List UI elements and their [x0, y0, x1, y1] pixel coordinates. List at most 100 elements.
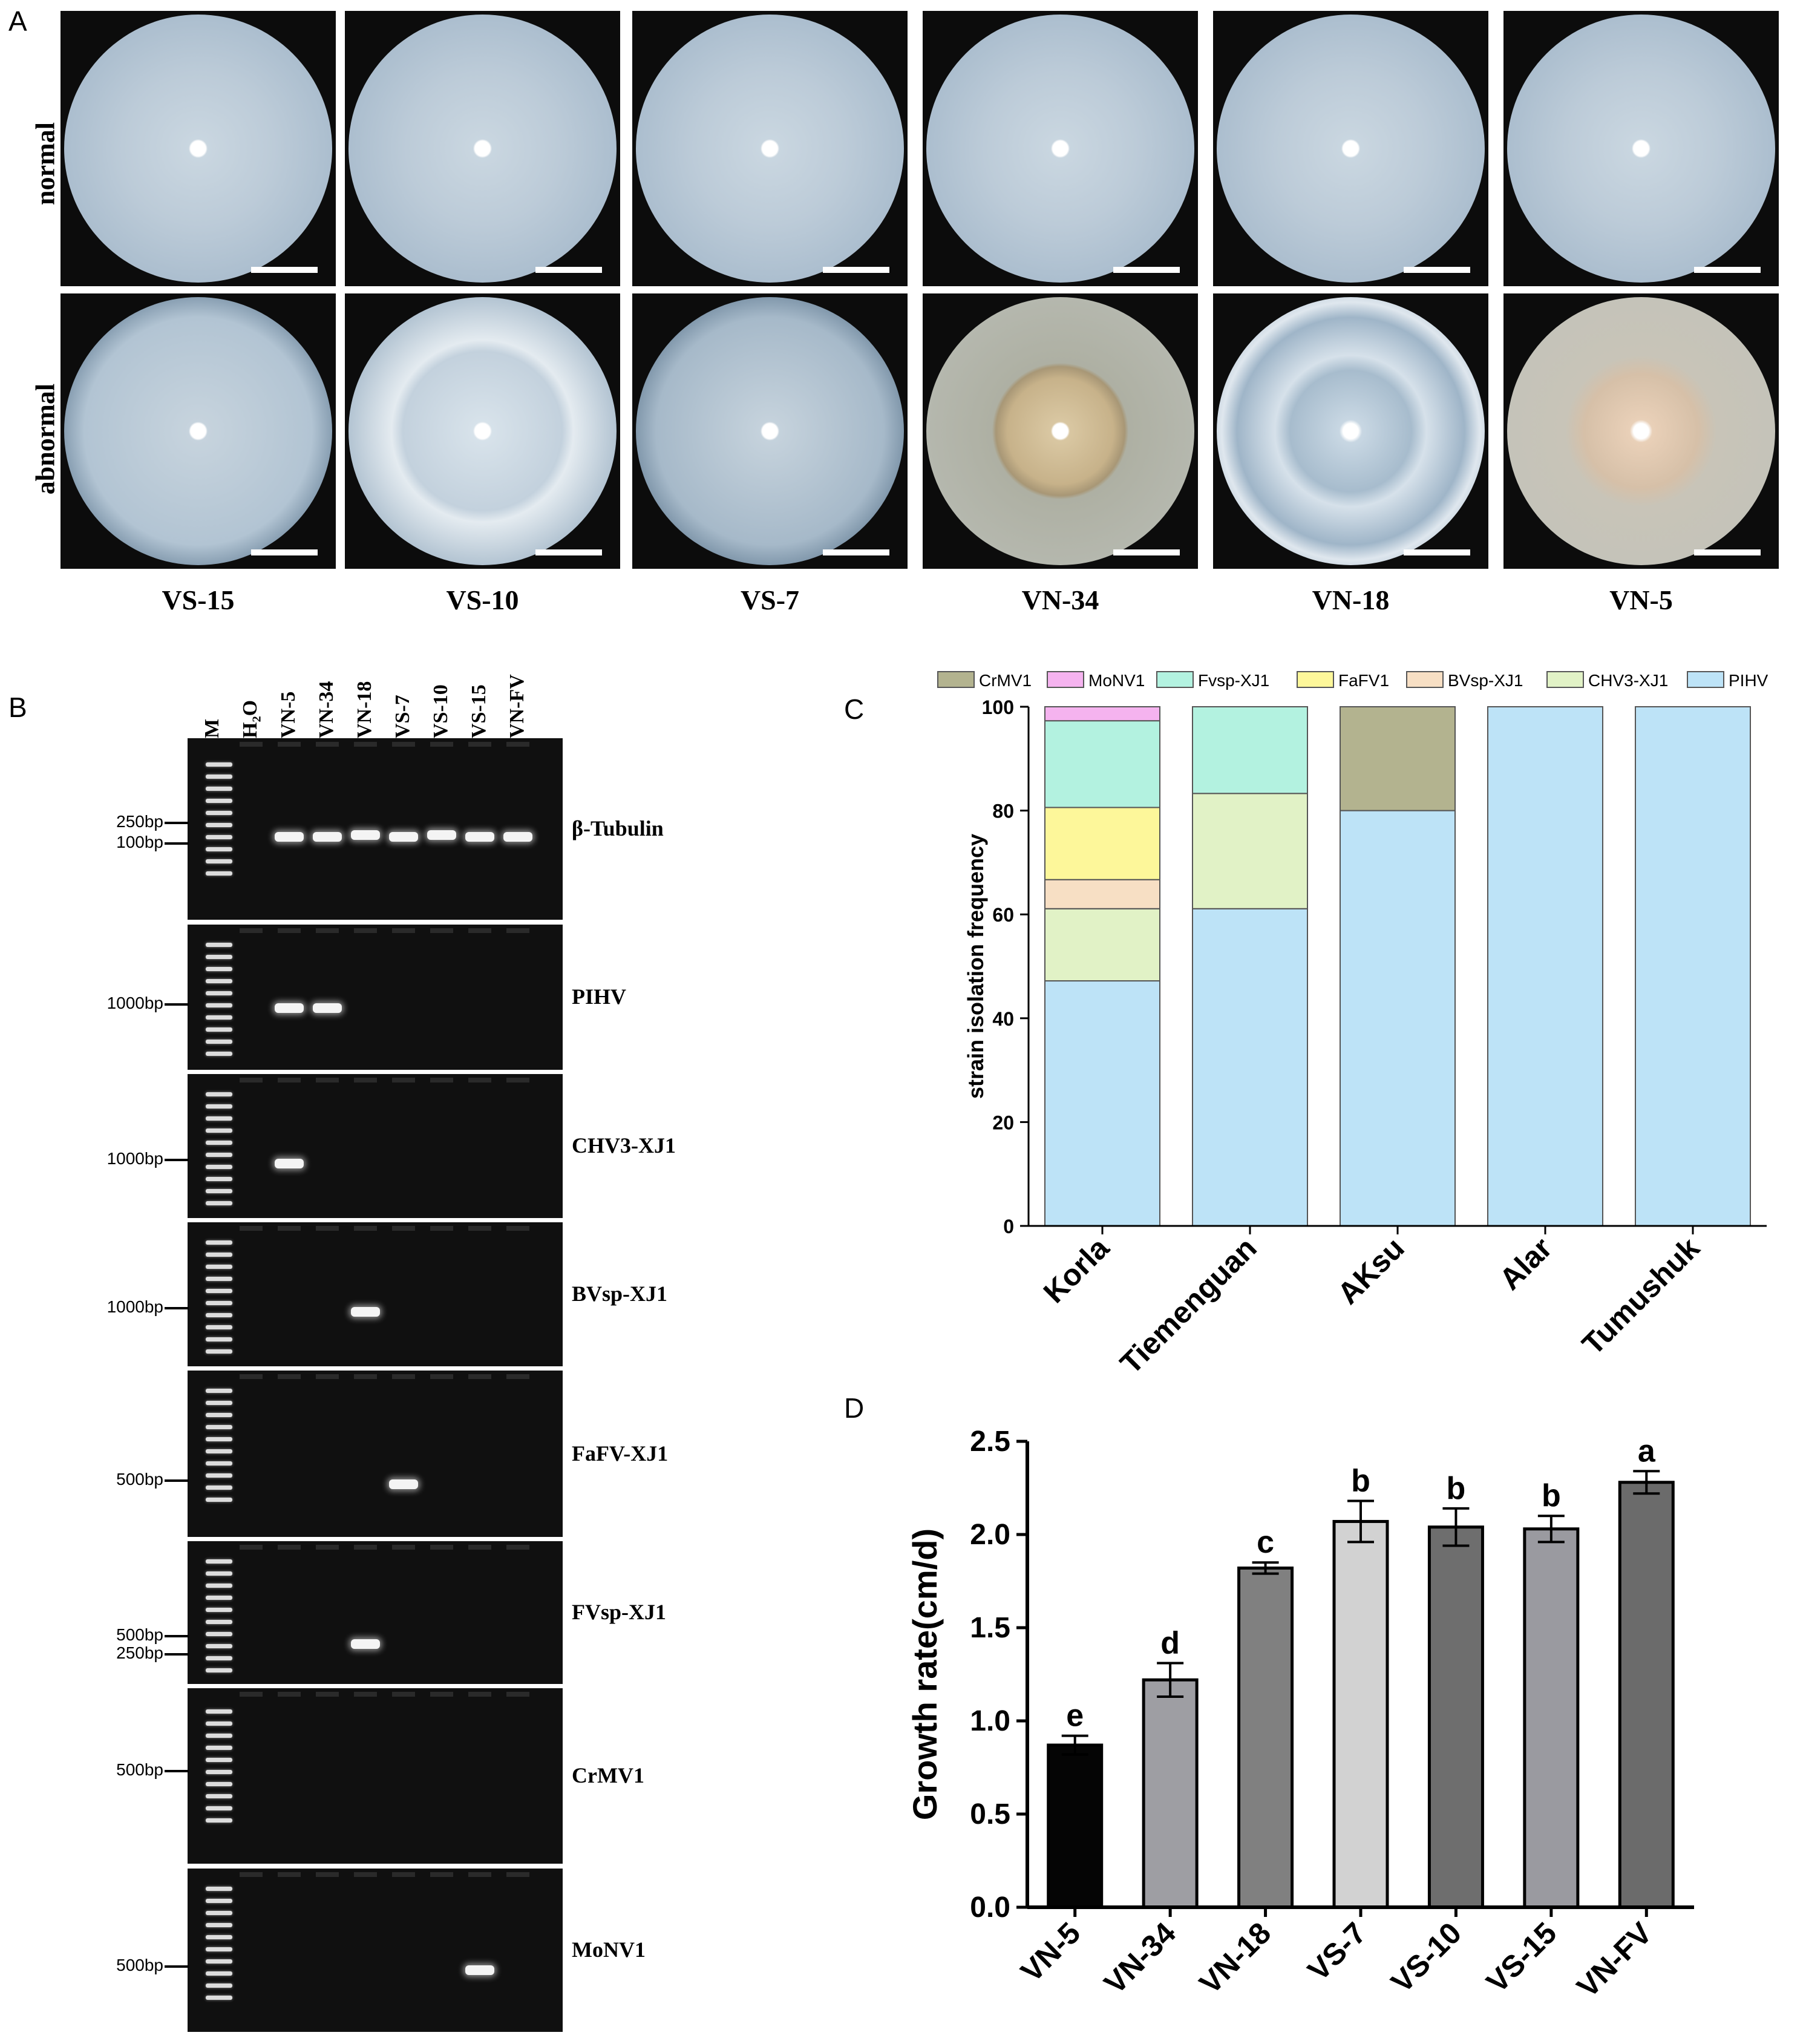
marker-size-label: 1000bp [106, 1149, 163, 1168]
panel-label-c: C [844, 693, 865, 725]
ladder-band [206, 1721, 232, 1726]
gel-well [316, 1078, 339, 1083]
ladder-band [206, 1818, 232, 1823]
ladder-band [206, 1911, 232, 1915]
gel-target-label: FaFV-XJ1 [572, 1441, 669, 1466]
gel-well [278, 1226, 301, 1231]
gel-well [430, 742, 453, 747]
gel-target-label: CrMV1 [572, 1763, 644, 1787]
gel-well [392, 1226, 415, 1231]
bar-segment [1192, 706, 1308, 794]
dna-band [313, 832, 342, 842]
gel-well [506, 1226, 529, 1231]
ladder-band [206, 859, 232, 863]
x-tick-label: Korla [1037, 1230, 1116, 1309]
ladder-band [206, 823, 232, 827]
ladder-band [206, 1141, 232, 1145]
marker-tick [165, 1479, 189, 1482]
dna-band [351, 830, 380, 840]
ladder-band [206, 1935, 232, 1939]
ladder-band [206, 1996, 232, 2000]
gel-well [240, 1226, 263, 1231]
legend-swatch [1047, 671, 1084, 688]
ladder-band [206, 811, 232, 815]
bar-segment [1635, 706, 1751, 1227]
culture-plate-image [926, 15, 1194, 283]
gel-well [240, 1374, 263, 1379]
gel-well [316, 928, 339, 933]
ladder-band [206, 1923, 232, 1927]
gel-image [188, 925, 563, 1070]
gel-well [354, 1078, 377, 1083]
legend-swatch [1546, 671, 1584, 688]
ladder-band [206, 1337, 232, 1341]
ladder-band [206, 1277, 232, 1281]
gel-target-label: BVsp-XJ1 [572, 1282, 668, 1306]
scale-bar [1694, 549, 1761, 555]
gel-well [468, 742, 491, 747]
x-tick-label: VS-7 [1301, 1916, 1373, 1987]
marker-tick [165, 842, 189, 845]
x-tick-label: VN-FV [1570, 1916, 1658, 2004]
ladder-band [206, 1887, 232, 1891]
x-tick-label: Alar [1493, 1231, 1558, 1296]
gel-well [430, 1078, 453, 1083]
gel-well [392, 1545, 415, 1550]
ladder-band [206, 1806, 232, 1810]
gel-well [430, 1545, 453, 1550]
gel-well [354, 928, 377, 933]
culture-plate-image [1217, 297, 1485, 565]
gel-well [468, 1692, 491, 1697]
culture-plate-image [636, 297, 904, 565]
legend-label: FaFV1 [1338, 671, 1389, 690]
ladder-band [206, 1632, 232, 1636]
legend-swatch [1297, 671, 1334, 688]
marker-tick [165, 1159, 189, 1161]
dna-band [275, 1003, 304, 1013]
y-tick-label: 1.5 [970, 1612, 1010, 1644]
panel-label-a: A [8, 5, 27, 37]
gel-well [278, 1545, 301, 1550]
ladder-band [206, 1971, 232, 1976]
gel-well [506, 1872, 529, 1877]
gel-well [316, 1374, 339, 1379]
gel-well [468, 1545, 491, 1550]
strain-label: VN-18 [1312, 585, 1390, 615]
gel-well [278, 1078, 301, 1083]
ladder-band [206, 1746, 232, 1750]
ladder-band [206, 1401, 232, 1405]
ladder-band [206, 1003, 232, 1007]
bar [1237, 1566, 1294, 1909]
ladder-band [206, 1189, 232, 1193]
abnormal-plate-2 [632, 293, 908, 569]
gel-well [468, 1226, 491, 1231]
bar-segment [1192, 908, 1308, 1227]
x-tick-label: Tumushuk [1575, 1231, 1706, 1361]
ladder-band [206, 1165, 232, 1169]
ladder-band [206, 1389, 232, 1393]
scale-bar [535, 549, 602, 555]
gel-well [430, 1692, 453, 1697]
y-axis-label: Growth rate(cm/d) [906, 1528, 944, 1820]
gel-well [506, 928, 529, 933]
marker-size-label: 500bp [116, 1760, 163, 1779]
gel-well [430, 1872, 453, 1877]
ladder-band [206, 1770, 232, 1774]
ladder-band [206, 871, 232, 876]
gel-well [506, 1374, 529, 1379]
marker-size-label: 1000bp [106, 1297, 163, 1316]
panel-label-b: B [8, 692, 27, 723]
gel-target-label: β-Tubulin [572, 816, 664, 840]
gel-well [278, 928, 301, 933]
gel-image [188, 1371, 563, 1537]
x-tick-label: VS-15 [1480, 1916, 1563, 1999]
dna-band [389, 1479, 418, 1489]
ladder-band [206, 1983, 232, 1988]
x-tick-label: VN-5 [1014, 1916, 1087, 1988]
gel-image [188, 1688, 563, 1864]
legend-label: MoNV1 [1088, 671, 1145, 690]
dna-band [465, 1965, 494, 1975]
ladder-band [206, 1758, 232, 1762]
bar [1523, 1527, 1580, 1909]
bar-segment [1044, 980, 1160, 1227]
